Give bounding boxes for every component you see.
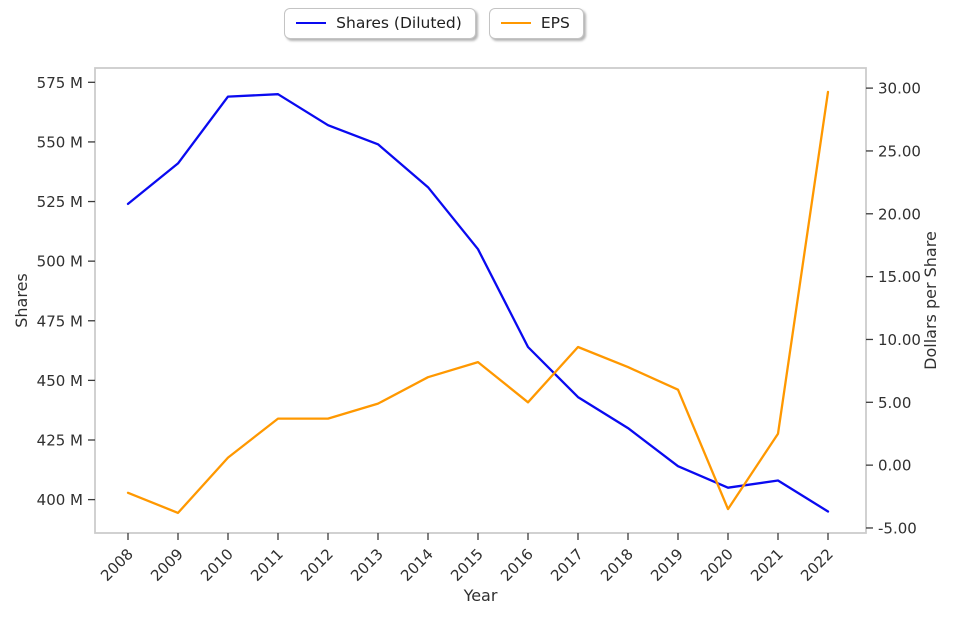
chart-legend: Shares (Diluted) EPS — [0, 8, 913, 39]
left-axis-tick-label: 525 M — [37, 193, 83, 211]
right-axis-title: Dollars per Share — [921, 231, 940, 370]
x-axis-tick-label: 2016 — [497, 545, 537, 585]
shares-line-swatch — [296, 22, 327, 24]
x-axis-tick-label: 2019 — [647, 545, 687, 585]
right-axis-tick-label: 30.00 — [878, 80, 921, 98]
right-axis-tick-label: 10.00 — [878, 331, 921, 349]
left-axis-tick-label: 425 M — [37, 432, 83, 450]
x-axis-title: Year — [463, 586, 498, 605]
legend-eps-label: EPS — [540, 14, 570, 32]
x-axis-tick-label: 2021 — [747, 545, 787, 585]
x-axis-tick-label: 2018 — [597, 545, 637, 585]
x-axis-tick-label: 2020 — [697, 545, 737, 585]
x-axis-tick-label: 2014 — [397, 545, 437, 585]
x-axis-tick-label: 2008 — [97, 545, 137, 585]
legend-shares-label: Shares (Diluted) — [336, 14, 462, 32]
right-axis-tick-label: 25.00 — [878, 142, 921, 160]
right-axis-tick-label: 5.00 — [878, 394, 911, 412]
left-axis-tick-label: 475 M — [37, 312, 83, 330]
left-axis-title: Shares — [12, 273, 31, 328]
x-axis-tick-label: 2012 — [297, 545, 337, 585]
left-axis-tick-label: 450 M — [37, 372, 83, 390]
right-axis-tick-label: 20.00 — [878, 205, 921, 223]
x-axis-tick-label: 2010 — [197, 545, 237, 585]
shares-diluted-line — [126, 93, 830, 513]
legend-eps: EPS — [488, 8, 584, 39]
left-axis-tick-label: 500 M — [37, 253, 83, 271]
eps-line-swatch — [500, 22, 531, 24]
x-axis-tick-label: 2013 — [347, 545, 387, 585]
x-axis-tick-label: 2015 — [447, 545, 487, 585]
right-axis-tick-label: 15.00 — [878, 268, 921, 286]
x-axis-tick-label: 2011 — [247, 545, 287, 585]
x-axis-tick-label: 2017 — [547, 545, 587, 585]
x-axis-tick-label: 2022 — [797, 545, 837, 585]
left-axis-tick-label: 400 M — [37, 491, 83, 509]
plot-area-border — [94, 67, 867, 534]
x-axis-tick-label: 2009 — [147, 545, 187, 585]
eps-line — [126, 90, 830, 515]
legend-shares-diluted: Shares (Diluted) — [284, 8, 476, 39]
left-axis-tick-label: 575 M — [37, 74, 83, 92]
right-axis-tick-label: -5.00 — [878, 519, 917, 537]
left-axis-tick-label: 550 M — [37, 133, 83, 151]
right-axis-tick-label: 0.00 — [878, 457, 911, 475]
